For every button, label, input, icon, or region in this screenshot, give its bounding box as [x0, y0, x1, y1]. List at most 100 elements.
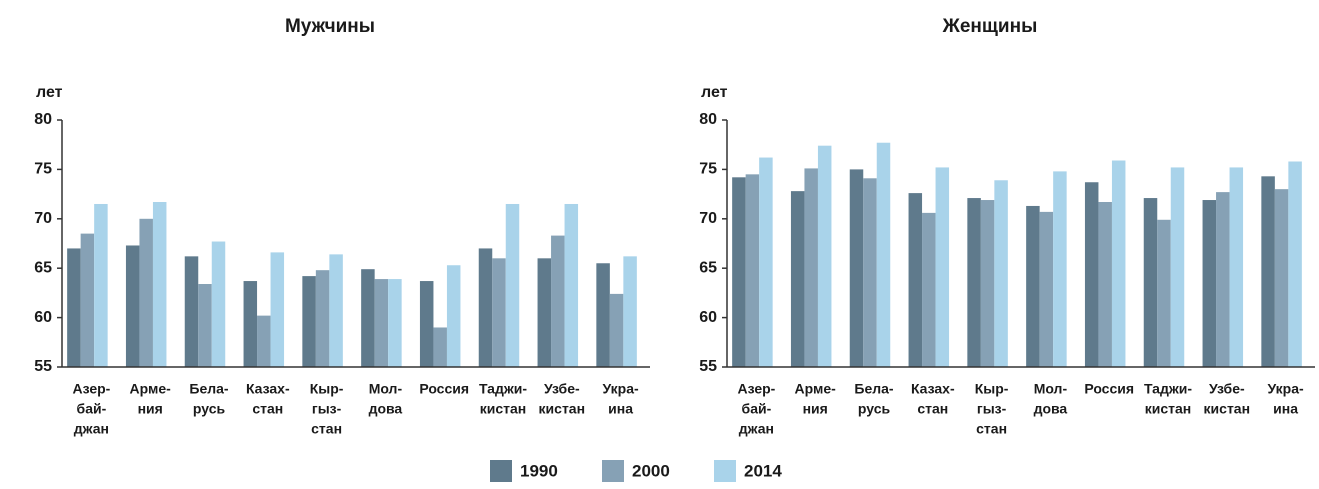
bar: [935, 167, 950, 367]
bar: [596, 263, 610, 367]
legend-label: 2000: [632, 461, 670, 480]
bar: [967, 198, 981, 367]
bar: [745, 174, 760, 367]
x-tick-label: стан: [976, 421, 1007, 437]
bar: [732, 177, 746, 367]
x-tick-label: ния: [803, 401, 828, 417]
bar: [980, 200, 995, 367]
chart-title: Мужчины: [285, 16, 375, 37]
bar: [257, 315, 271, 367]
x-tick-label: гыз-: [312, 401, 342, 417]
bar: [564, 203, 579, 367]
bar: [908, 193, 923, 367]
bar: [922, 212, 936, 367]
x-tick-label: Укра-: [1268, 381, 1305, 397]
bar: [302, 276, 316, 367]
bar: [849, 169, 864, 367]
bar: [1111, 160, 1126, 367]
x-tick-label: стан: [917, 401, 948, 417]
bar: [1216, 192, 1230, 367]
bar: [446, 265, 461, 367]
bar: [1170, 167, 1185, 367]
bar: [623, 256, 637, 367]
x-tick-label: Казах-: [911, 381, 955, 397]
x-tick-label: бай-: [742, 401, 772, 417]
x-tick-label: Бела-: [189, 381, 229, 397]
y-axis-label: лет: [701, 84, 728, 101]
x-tick-label: дова: [369, 401, 403, 417]
bar: [1202, 200, 1217, 367]
y-tick-label: 60: [699, 309, 717, 326]
x-tick-label: джан: [739, 421, 774, 437]
legend-swatch: [602, 460, 624, 482]
bar: [329, 254, 343, 367]
x-tick-label: Таджи-: [479, 381, 527, 397]
bar: [388, 279, 402, 367]
bar: [537, 258, 552, 367]
x-tick-label: джан: [74, 421, 109, 437]
bar: [243, 281, 258, 367]
x-tick-label: Узбе-: [1209, 381, 1245, 397]
y-tick-label: 70: [699, 210, 717, 227]
x-tick-label: Узбе-: [544, 381, 580, 397]
x-tick-label: стан: [252, 401, 283, 417]
x-tick-label: ина: [608, 401, 633, 417]
y-tick-label: 75: [699, 161, 717, 178]
x-tick-label: кистан: [1145, 401, 1192, 417]
bar: [270, 252, 285, 367]
bar: [492, 258, 506, 367]
chart-title: Женщины: [942, 16, 1038, 37]
bar: [609, 293, 624, 367]
bar: [817, 145, 832, 367]
y-tick-label: 55: [34, 358, 52, 375]
bar: [80, 233, 95, 367]
bar: [211, 241, 226, 367]
x-tick-label: Укра-: [603, 381, 640, 397]
bar: [94, 203, 108, 367]
x-tick-label: кистан: [539, 401, 586, 417]
bar: [876, 142, 891, 367]
bar: [1053, 171, 1067, 367]
x-tick-label: Казах-: [246, 381, 290, 397]
x-tick-label: кистан: [480, 401, 527, 417]
y-tick-label: 80: [699, 111, 717, 128]
y-tick-label: 65: [699, 259, 717, 276]
x-tick-label: ния: [138, 401, 163, 417]
x-tick-label: Россия: [419, 381, 469, 397]
bar: [1261, 176, 1275, 367]
bar: [125, 245, 140, 367]
bar: [1288, 161, 1302, 367]
legend-swatch: [714, 460, 736, 482]
y-axis-label: лет: [36, 84, 63, 101]
x-tick-label: Мол-: [369, 381, 403, 397]
bar: [184, 256, 199, 367]
x-tick-label: дова: [1034, 401, 1068, 417]
bar: [433, 327, 447, 367]
legend-label: 1990: [520, 461, 558, 480]
bar: [152, 202, 167, 367]
bar: [1084, 182, 1099, 367]
x-tick-label: Мол-: [1034, 381, 1068, 397]
x-tick-label: ина: [1273, 401, 1298, 417]
x-tick-label: Бела-: [854, 381, 894, 397]
bar: [139, 218, 153, 367]
bar: [1026, 205, 1040, 367]
bar: [759, 157, 773, 367]
x-tick-label: Россия: [1084, 381, 1134, 397]
bar: [1098, 202, 1112, 367]
y-tick-label: 55: [699, 358, 717, 375]
y-tick-label: 65: [34, 259, 52, 276]
bar: [315, 270, 330, 367]
bar: [790, 191, 805, 367]
x-tick-label: Таджи-: [1144, 381, 1192, 397]
x-tick-label: Кыр-: [975, 381, 1009, 397]
bar: [419, 281, 434, 367]
bar: [1229, 167, 1244, 367]
x-tick-label: Кыр-: [310, 381, 344, 397]
bar: [1274, 189, 1289, 367]
y-tick-label: 60: [34, 309, 52, 326]
x-tick-label: Арме-: [130, 381, 172, 397]
y-tick-label: 70: [34, 210, 52, 227]
bar: [67, 248, 81, 367]
